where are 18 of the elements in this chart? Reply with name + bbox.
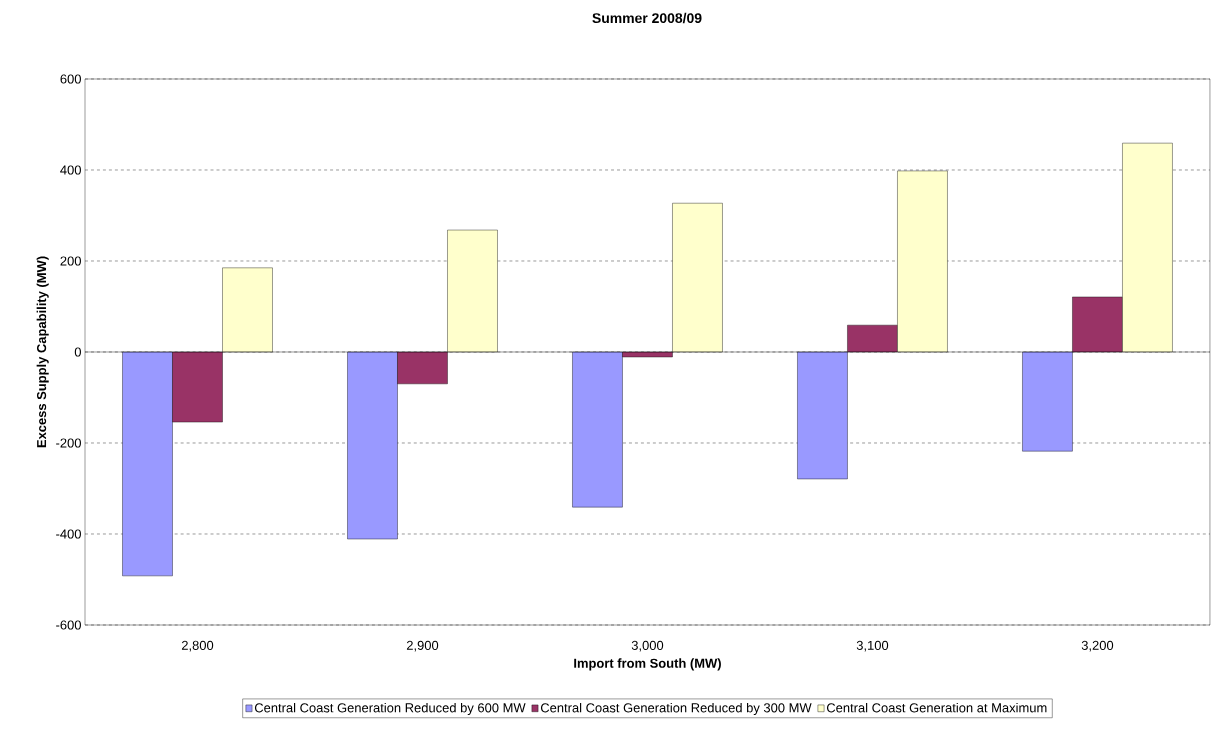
y-tick-label: -200 [56, 438, 81, 448]
x-tick-label: 2,900 [406, 640, 439, 652]
y-tick-label: -400 [56, 529, 81, 539]
x-tick-label: 2,800 [181, 640, 214, 652]
y-tick-label: 400 [60, 165, 81, 175]
x-tick-label: 3,000 [631, 640, 664, 652]
legend-label: Central Coast Generation Reduced by 600 MW [254, 702, 526, 715]
y-axis-title: Excess Supply Capability (MW) [36, 256, 49, 448]
y-tick-label: -600 [56, 620, 81, 630]
x-tick-label: 3,200 [1081, 640, 1114, 652]
y-tick-label: 200 [60, 256, 81, 266]
legend-label: Central Coast Generation Reduced by 300 MW [540, 702, 812, 715]
y-tick-label: 0 [74, 347, 81, 357]
y-tick-label: 600 [60, 74, 81, 84]
legend-label: Central Coast Generation at Maximum [826, 702, 1047, 713]
x-tick-label: 3,100 [856, 640, 889, 652]
chart-title: Summer 2008/09 [592, 12, 702, 24]
x-axis-title: Import from South (MW) [574, 658, 721, 671]
